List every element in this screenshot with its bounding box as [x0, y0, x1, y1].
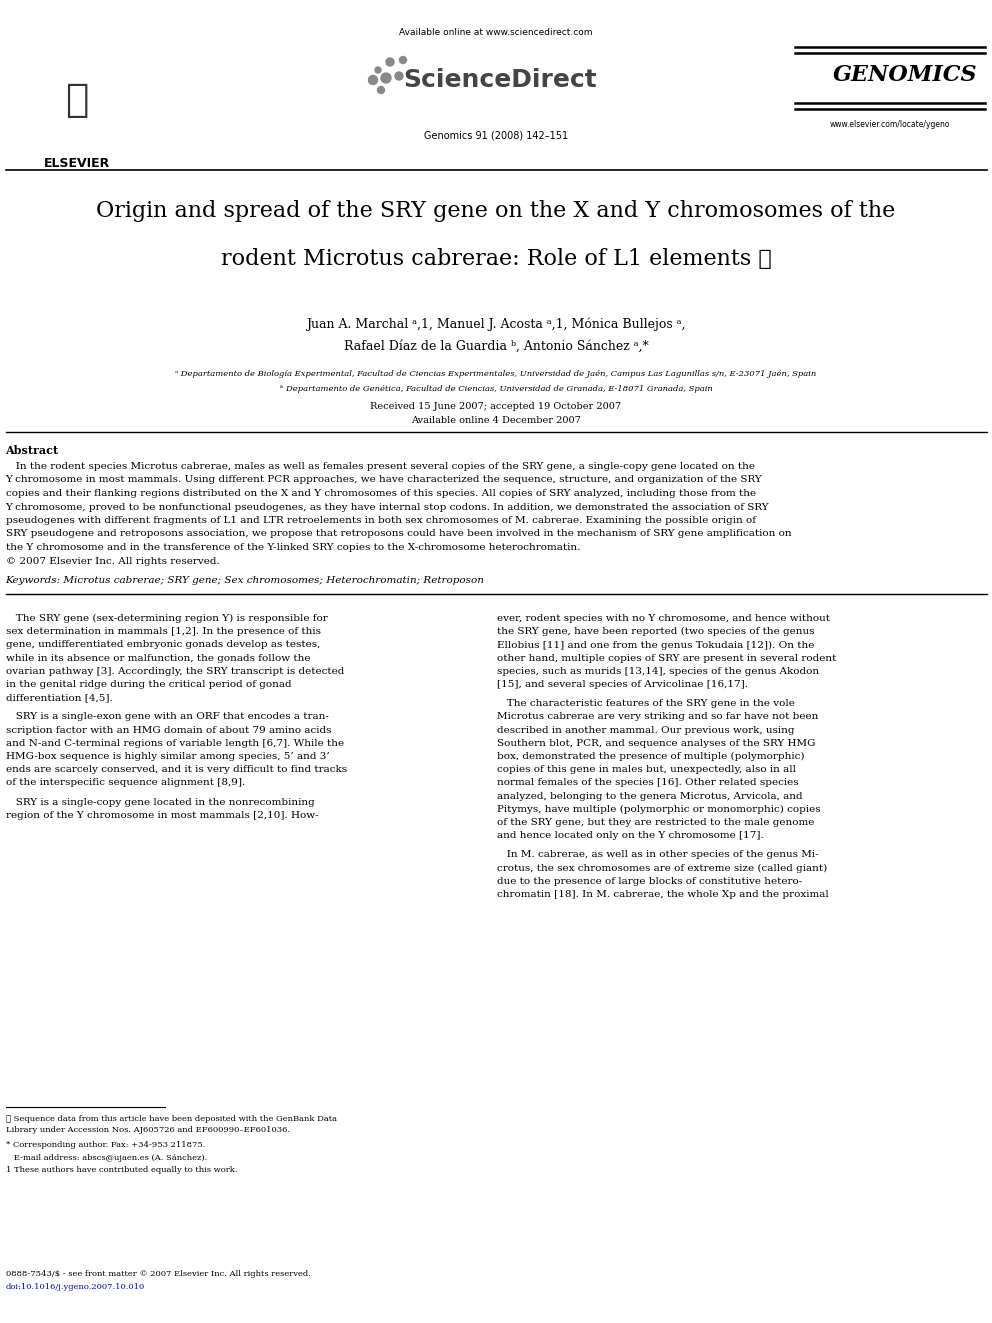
Text: Juan A. Marchal ᵃ,1, Manuel J. Acosta ᵃ,1, Mónica Bullejos ᵃ,: Juan A. Marchal ᵃ,1, Manuel J. Acosta ᵃ,…: [307, 318, 685, 332]
Text: Abstract: Abstract: [6, 445, 59, 456]
Text: Origin and spread of the SRY gene on the X and Y chromosomes of the: Origin and spread of the SRY gene on the…: [96, 200, 896, 222]
Text: crotus, the sex chromosomes are of extreme size (called giant): crotus, the sex chromosomes are of extre…: [497, 864, 827, 873]
Circle shape: [386, 58, 394, 66]
Circle shape: [375, 67, 381, 73]
Text: Available online at www.sciencedirect.com: Available online at www.sciencedirect.co…: [399, 28, 593, 37]
Text: pseudogenes with different fragments of L1 and LTR retroelements in both sex chr: pseudogenes with different fragments of …: [6, 516, 756, 525]
Text: ever, rodent species with no Y chromosome, and hence without: ever, rodent species with no Y chromosom…: [497, 614, 830, 623]
Text: HMG-box sequence is highly similar among species, 5’ and 3’: HMG-box sequence is highly similar among…: [6, 751, 329, 761]
Text: sex determination in mammals [1,2]. In the presence of this: sex determination in mammals [1,2]. In t…: [6, 627, 320, 636]
Text: due to the presence of large blocks of constitutive hetero-: due to the presence of large blocks of c…: [497, 877, 803, 886]
Text: region of the Y chromosome in most mammals [2,10]. How-: region of the Y chromosome in most mamma…: [6, 811, 318, 820]
Text: In the rodent species Microtus cabrerae, males as well as females present severa: In the rodent species Microtus cabrerae,…: [6, 462, 755, 471]
Text: box, demonstrated the presence of multiple (polymorphic): box, demonstrated the presence of multip…: [497, 751, 805, 761]
Text: 🌳: 🌳: [65, 81, 88, 119]
Text: while in its absence or malfunction, the gonads follow the: while in its absence or malfunction, the…: [6, 654, 310, 663]
Text: Library under Accession Nos. AJ605726 and EF600990–EF601036.: Library under Accession Nos. AJ605726 an…: [6, 1126, 290, 1135]
Text: [15], and several species of Arvicolinae [16,17].: [15], and several species of Arvicolinae…: [497, 680, 748, 689]
Text: The characteristic features of the SRY gene in the vole: The characteristic features of the SRY g…: [497, 699, 795, 708]
Text: differentiation [4,5].: differentiation [4,5].: [6, 693, 112, 703]
Text: and hence located only on the Y chromosome [17].: and hence located only on the Y chromoso…: [497, 831, 764, 840]
Text: The SRY gene (sex-determining region Y) is responsible for: The SRY gene (sex-determining region Y) …: [6, 614, 327, 623]
Text: Rafael Díaz de la Guardia ᵇ, Antonio Sánchez ᵃ,*: Rafael Díaz de la Guardia ᵇ, Antonio Sán…: [343, 340, 649, 353]
Text: gene, undifferentiated embryonic gonads develop as testes,: gene, undifferentiated embryonic gonads …: [6, 640, 319, 650]
Text: E-mail address: abscs@ujaen.es (A. Sánchez).: E-mail address: abscs@ujaen.es (A. Sánch…: [6, 1154, 206, 1162]
Text: chromatin [18]. In M. cabrerae, the whole Xp and the proximal: chromatin [18]. In M. cabrerae, the whol…: [497, 890, 828, 900]
Text: www.elsevier.com/locate/ygeno: www.elsevier.com/locate/ygeno: [829, 120, 950, 130]
Text: in the genital ridge during the critical period of gonad: in the genital ridge during the critical…: [6, 680, 291, 689]
Text: ScienceDirect: ScienceDirect: [403, 67, 597, 93]
Text: the Y chromosome and in the transference of the Y-linked SRY copies to the X-chr: the Y chromosome and in the transference…: [6, 542, 580, 552]
Text: the SRY gene, have been reported (two species of the genus: the SRY gene, have been reported (two sp…: [497, 627, 814, 636]
Text: rodent Microtus cabrerae: Role of L1 elements ☆: rodent Microtus cabrerae: Role of L1 ele…: [220, 247, 772, 270]
Text: Y chromosome in most mammals. Using different PCR approaches, we have characteri: Y chromosome in most mammals. Using diff…: [6, 475, 762, 484]
Text: analyzed, belonging to the genera Microtus, Arvicola, and: analyzed, belonging to the genera Microt…: [497, 791, 803, 800]
Bar: [15, 40, 140, 155]
Text: ELSEVIER: ELSEVIER: [44, 157, 110, 169]
Text: scription factor with an HMG domain of about 79 amino acids: scription factor with an HMG domain of a…: [6, 725, 331, 734]
Text: * Corresponding author. Fax: +34-953 211875.: * Corresponding author. Fax: +34-953 211…: [6, 1140, 205, 1148]
Text: 0888-7543/$ - see front matter © 2007 Elsevier Inc. All rights reserved.: 0888-7543/$ - see front matter © 2007 El…: [6, 1270, 310, 1278]
Text: ☆ Sequence data from this article have been deposited with the GenBank Data: ☆ Sequence data from this article have b…: [6, 1115, 336, 1123]
Text: described in another mammal. Our previous work, using: described in another mammal. Our previou…: [497, 725, 795, 734]
Text: © 2007 Elsevier Inc. All rights reserved.: © 2007 Elsevier Inc. All rights reserved…: [6, 557, 219, 565]
Text: Microtus cabrerae are very striking and so far have not been: Microtus cabrerae are very striking and …: [497, 712, 818, 721]
Text: ends are scarcely conserved, and it is very difficult to find tracks: ends are scarcely conserved, and it is v…: [6, 765, 346, 774]
Text: and N-and C-terminal regions of variable length [6,7]. While the: and N-and C-terminal regions of variable…: [6, 738, 343, 747]
Text: Available online 4 December 2007: Available online 4 December 2007: [411, 415, 581, 425]
Text: of the SRY gene, but they are restricted to the male genome: of the SRY gene, but they are restricted…: [497, 818, 814, 827]
Text: ᵇ Departamento de Genética, Facultad de Ciencias, Universidad de Granada, E-1807: ᵇ Departamento de Genética, Facultad de …: [280, 385, 712, 393]
Text: other hand, multiple copies of SRY are present in several rodent: other hand, multiple copies of SRY are p…: [497, 654, 836, 663]
Text: species, such as murids [13,14], species of the genus Akodon: species, such as murids [13,14], species…: [497, 667, 819, 676]
Text: Y chromosome, proved to be nonfunctional pseudogenes, as they have internal stop: Y chromosome, proved to be nonfunctional…: [6, 503, 769, 512]
Text: In M. cabrerae, as well as in other species of the genus Mi-: In M. cabrerae, as well as in other spec…: [497, 851, 818, 860]
Text: SRY pseudogene and retroposons association, we propose that retroposons could ha: SRY pseudogene and retroposons associati…: [6, 529, 792, 538]
Text: doi:10.1016/j.ygeno.2007.10.010: doi:10.1016/j.ygeno.2007.10.010: [6, 1283, 145, 1291]
Text: SRY is a single-copy gene located in the nonrecombining: SRY is a single-copy gene located in the…: [6, 798, 314, 807]
Text: ᵃ Departamento de Biología Experimental, Facultad de Ciencias Experimentales, Un: ᵃ Departamento de Biología Experimental,…: [176, 370, 816, 378]
Circle shape: [395, 71, 403, 79]
Circle shape: [378, 86, 385, 94]
Text: normal females of the species [16]. Other related species: normal females of the species [16]. Othe…: [497, 778, 799, 787]
Circle shape: [400, 57, 407, 64]
Text: Received 15 June 2007; accepted 19 October 2007: Received 15 June 2007; accepted 19 Octob…: [370, 402, 622, 411]
Text: Keywords: Microtus cabrerae; SRY gene; Sex chromosomes; Heterochromatin; Retropo: Keywords: Microtus cabrerae; SRY gene; S…: [6, 576, 484, 585]
Circle shape: [381, 73, 391, 83]
Circle shape: [368, 75, 378, 85]
Text: copies of this gene in males but, unexpectedly, also in all: copies of this gene in males but, unexpe…: [497, 765, 796, 774]
Text: 1 These authors have contributed equally to this work.: 1 These authors have contributed equally…: [6, 1166, 237, 1174]
Text: Southern blot, PCR, and sequence analyses of the SRY HMG: Southern blot, PCR, and sequence analyse…: [497, 738, 815, 747]
Text: Origin and spread of the SRY gene on the X and Y chromosomes of the: Origin and spread of the SRY gene on the…: [96, 200, 896, 222]
Text: GENOMICS: GENOMICS: [832, 64, 977, 86]
Text: Ellobius [11] and one from the genus Tokudaia [12]). On the: Ellobius [11] and one from the genus Tok…: [497, 640, 814, 650]
Text: Genomics 91 (2008) 142–151: Genomics 91 (2008) 142–151: [424, 130, 568, 140]
Text: of the interspecific sequence alignment [8,9].: of the interspecific sequence alignment …: [6, 778, 245, 787]
Text: Pitymys, have multiple (polymorphic or monomorphic) copies: Pitymys, have multiple (polymorphic or m…: [497, 804, 820, 814]
Text: ovarian pathway [3]. Accordingly, the SRY transcript is detected: ovarian pathway [3]. Accordingly, the SR…: [6, 667, 344, 676]
Text: copies and their flanking regions distributed on the X and Y chromosomes of this: copies and their flanking regions distri…: [6, 490, 756, 497]
Text: SRY is a single-exon gene with an ORF that encodes a tran-: SRY is a single-exon gene with an ORF th…: [6, 712, 328, 721]
